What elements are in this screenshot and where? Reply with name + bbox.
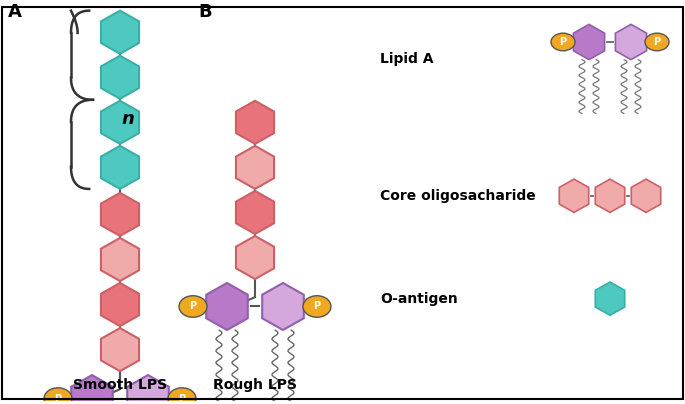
- Polygon shape: [101, 146, 139, 189]
- Text: A: A: [8, 2, 22, 21]
- Text: P: P: [314, 301, 321, 311]
- Ellipse shape: [179, 296, 207, 317]
- Polygon shape: [101, 11, 139, 54]
- Polygon shape: [595, 179, 625, 213]
- Polygon shape: [615, 24, 647, 60]
- Polygon shape: [127, 375, 169, 404]
- Polygon shape: [101, 283, 139, 326]
- Text: B: B: [198, 2, 212, 21]
- Polygon shape: [71, 375, 113, 404]
- Text: Smooth LPS: Smooth LPS: [73, 378, 167, 392]
- Text: Core oligosacharide: Core oligosacharide: [380, 189, 536, 203]
- Text: O-antigen: O-antigen: [380, 292, 458, 306]
- Polygon shape: [101, 101, 139, 144]
- Polygon shape: [595, 282, 625, 315]
- Polygon shape: [101, 56, 139, 99]
- Text: P: P: [190, 301, 197, 311]
- Text: P: P: [653, 37, 660, 47]
- Polygon shape: [632, 179, 661, 213]
- Ellipse shape: [551, 33, 575, 51]
- Polygon shape: [559, 179, 588, 213]
- Polygon shape: [101, 193, 139, 236]
- Polygon shape: [101, 238, 139, 281]
- Polygon shape: [236, 101, 274, 144]
- Polygon shape: [236, 191, 274, 234]
- Ellipse shape: [168, 388, 196, 404]
- Ellipse shape: [303, 296, 331, 317]
- Text: P: P: [560, 37, 566, 47]
- Text: n: n: [121, 110, 134, 128]
- Text: P: P: [178, 393, 186, 404]
- Ellipse shape: [44, 388, 72, 404]
- Polygon shape: [236, 236, 274, 279]
- Polygon shape: [206, 283, 248, 330]
- Polygon shape: [573, 24, 605, 60]
- Text: Lipid A: Lipid A: [380, 52, 434, 65]
- Polygon shape: [262, 283, 303, 330]
- Polygon shape: [236, 146, 274, 189]
- Ellipse shape: [645, 33, 669, 51]
- Text: P: P: [54, 393, 62, 404]
- Polygon shape: [101, 328, 139, 371]
- Text: Rough LPS: Rough LPS: [213, 378, 297, 392]
